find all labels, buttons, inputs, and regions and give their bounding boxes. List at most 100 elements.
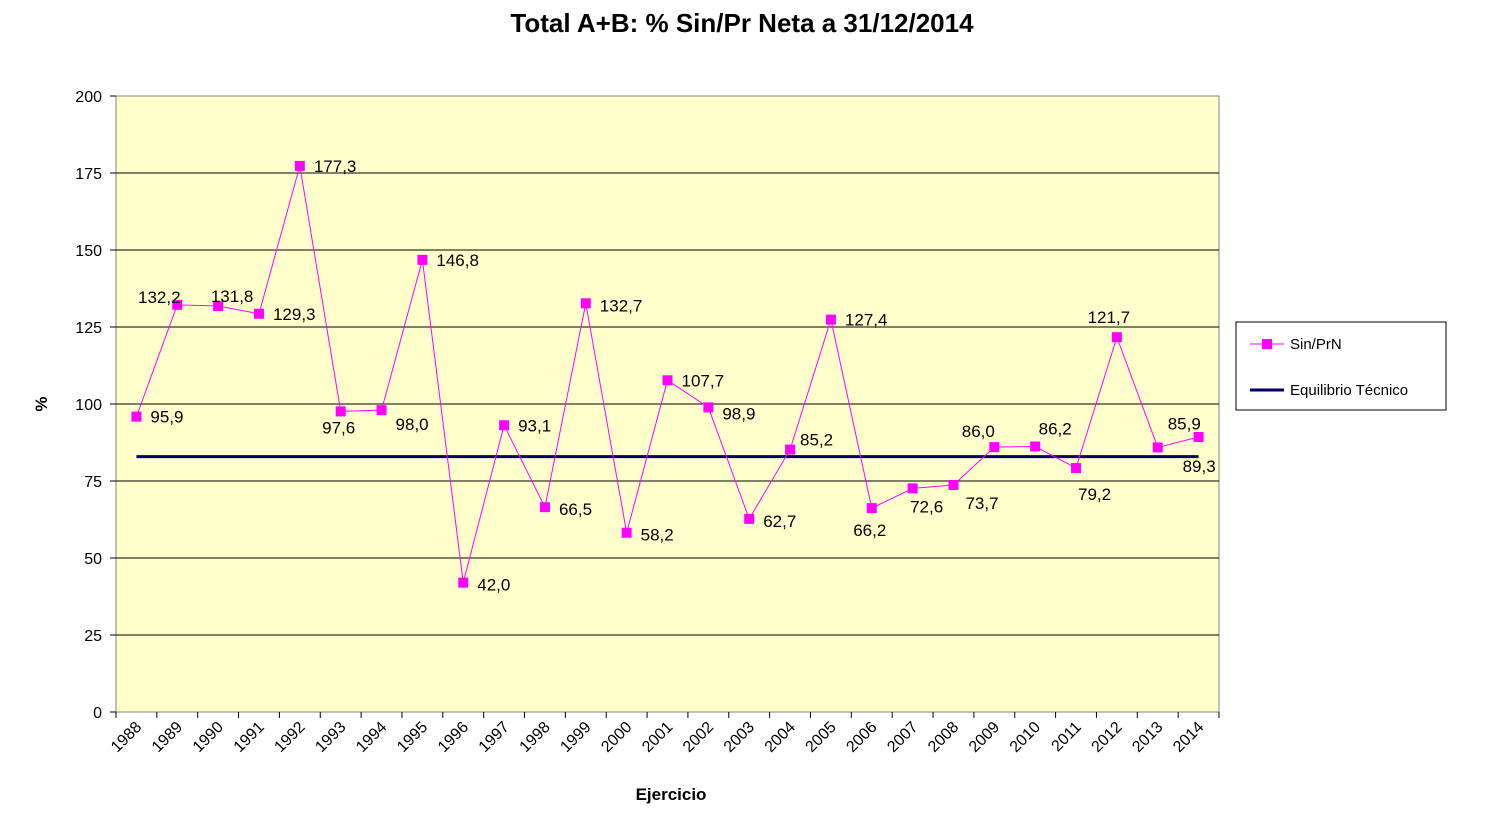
y-tick-label-75: 75 [84, 474, 102, 491]
x-tick-label-2005: 2005 [803, 719, 840, 756]
data-label-2003: 62,7 [763, 512, 796, 531]
data-label-2007: 72,6 [910, 497, 943, 516]
x-tick-label-1990: 1990 [190, 719, 227, 756]
point-sin-prn-1997 [499, 420, 510, 431]
x-tick-label-1995: 1995 [394, 719, 431, 756]
point-sin-prn-2000 [621, 527, 632, 538]
legend-swatch-sin-prn-marker [1262, 339, 1272, 349]
x-tick-label-2011: 2011 [1048, 719, 1084, 755]
data-label-1992: 177,3 [314, 157, 357, 176]
legend-label-equilibrio: Equilibrio Técnico [1290, 382, 1408, 399]
chart-title: Total A+B: % Sin/Pr Neta a 31/12/2014 [510, 8, 974, 38]
y-tick-label-50: 50 [84, 551, 102, 568]
x-tick-label-2002: 2002 [680, 719, 717, 756]
data-label-1998: 66,5 [559, 500, 592, 519]
y-tick-label-150: 150 [75, 243, 102, 260]
data-label-2013: 85,9 [1168, 414, 1201, 433]
data-label-1988: 95,9 [150, 408, 183, 427]
x-tick-label-2006: 2006 [843, 719, 880, 756]
data-labels: 95,9 132,2 131,8 129,3 177,3 97,6 98,0 146,8 42,… [138, 157, 1216, 595]
data-label-2005: 127,4 [845, 311, 888, 330]
point-sin-prn-2002 [703, 402, 714, 413]
y-tick-label-200: 200 [75, 89, 102, 106]
y-tick-label-100: 100 [75, 397, 102, 414]
x-tick-label-1988: 1988 [108, 719, 145, 756]
point-sin-prn-2008 [948, 480, 959, 491]
grid-lines [116, 172, 1219, 636]
point-sin-prn-1992 [294, 160, 305, 171]
x-tick-label-1991: 1991 [231, 719, 268, 756]
point-sin-prn-1995 [417, 254, 428, 265]
point-sin-prn-2010 [1030, 441, 1041, 452]
point-sin-prn-1990 [213, 301, 224, 312]
y-tick-label-25: 25 [84, 628, 102, 645]
point-sin-prn-1989 [172, 299, 183, 310]
point-sin-prn-1998 [539, 502, 550, 513]
x-tick-label-2013: 2013 [1129, 719, 1166, 756]
x-tick-label-2014: 2014 [1170, 719, 1207, 756]
x-tick-label-2009: 2009 [966, 719, 1003, 756]
point-sin-prn-1994 [376, 405, 387, 416]
point-sin-prn-1993 [335, 406, 346, 417]
x-tick-label-1992: 1992 [271, 719, 308, 756]
y-tick-label-125: 125 [75, 320, 102, 337]
point-sin-prn-2009 [989, 442, 1000, 453]
x-tick-label-2001: 2001 [639, 719, 676, 756]
point-sin-prn-1996 [458, 577, 469, 588]
x-axis-title: Ejercicio [636, 785, 707, 804]
data-label-2010: 86,2 [1039, 420, 1072, 439]
data-label-2001: 107,7 [682, 371, 725, 390]
point-sin-prn-2012 [1111, 332, 1122, 343]
legend-box [1235, 321, 1447, 411]
point-sin-prn-2003 [744, 513, 755, 524]
data-label-2002: 98,9 [722, 404, 755, 423]
data-label-2004: 85,2 [800, 431, 833, 450]
x-tick-label-1998: 1998 [517, 719, 554, 756]
data-label-2006: 66,2 [853, 521, 886, 540]
data-label-1997: 93,1 [518, 416, 551, 435]
x-tick-label-1997: 1997 [476, 719, 513, 756]
y-tick-label-175: 175 [75, 166, 102, 183]
point-sin-prn-1988 [131, 411, 142, 422]
x-tick-label-2010: 2010 [1007, 719, 1044, 756]
data-label-2000: 58,2 [641, 526, 674, 545]
x-tick-label-1996: 1996 [435, 719, 472, 756]
x-tick-label-2007: 2007 [884, 719, 921, 756]
data-label-1989: 132,2 [138, 288, 181, 307]
point-sin-prn-1999 [580, 298, 591, 309]
point-sin-prn-2004 [785, 444, 796, 455]
x-tick-label-2004: 2004 [762, 719, 799, 756]
point-sin-prn-2014 [1193, 431, 1204, 442]
x-axis-ticks: 1988 1989 1990 1991 1992 1993 1994 1995 1996 1997… [108, 712, 1220, 756]
point-sin-prn-2001 [662, 375, 673, 386]
y-tick-label-0: 0 [93, 705, 102, 722]
x-tick-label-1999: 1999 [557, 719, 594, 756]
y-axis-ticks: 0 25 50 75 100 125 150 175 200 [75, 89, 116, 722]
chart-legend: Sin/PrN Equilibrio Técnico [1235, 321, 1447, 411]
data-label-1999: 132,7 [600, 296, 643, 315]
point-sin-prn-2013 [1152, 442, 1163, 453]
x-tick-label-1989: 1989 [149, 719, 186, 756]
data-label-2011: 79,2 [1078, 485, 1111, 504]
data-label-1991: 129,3 [273, 305, 316, 324]
x-tick-label-1993: 1993 [312, 719, 349, 756]
data-label-2008: 73,7 [965, 494, 998, 513]
data-label-1990: 131,8 [211, 287, 254, 306]
data-label-1994: 98,0 [396, 415, 429, 434]
data-label-2012: 121,7 [1088, 308, 1131, 327]
legend-label-sin-prn: Sin/PrN [1290, 336, 1342, 353]
point-sin-prn-2011 [1071, 463, 1082, 474]
data-label-1996: 42,0 [477, 576, 510, 595]
x-tick-label-2003: 2003 [721, 719, 758, 756]
x-tick-label-2008: 2008 [925, 719, 962, 756]
x-tick-label-2000: 2000 [598, 719, 635, 756]
y-axis-title: % [32, 396, 51, 411]
point-sin-prn-1991 [253, 308, 264, 319]
data-label-1995: 146,8 [436, 251, 479, 270]
x-tick-label-2012: 2012 [1089, 719, 1126, 756]
data-label-2014: 89,3 [1183, 457, 1216, 476]
point-sin-prn-2006 [866, 503, 877, 514]
series-group [131, 160, 1204, 588]
x-tick-label-1994: 1994 [353, 719, 390, 756]
